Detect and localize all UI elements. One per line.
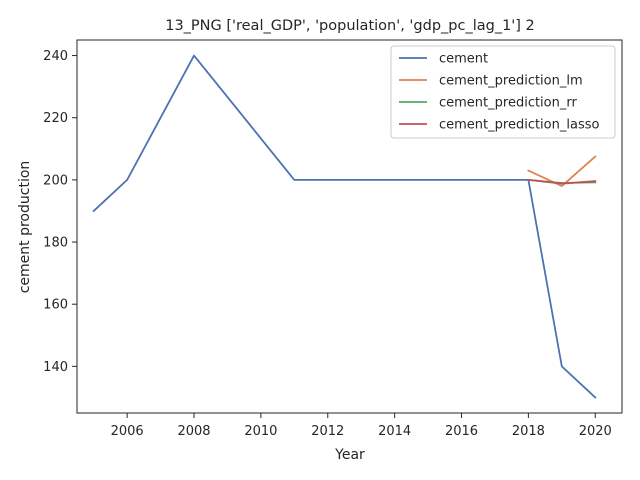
x-tick-label: 2008 bbox=[177, 424, 210, 439]
legend: cement cement_prediction_lm cement_predict… bbox=[390, 45, 616, 139]
legend-label-2: cement_prediction_lm bbox=[439, 74, 583, 89]
y-tick-label: 180 bbox=[43, 236, 68, 251]
x-tick-label: 2006 bbox=[111, 424, 144, 439]
legend-label-4: cement_prediction_lasso bbox=[439, 118, 599, 133]
series-line-1 bbox=[92, 54, 597, 399]
y-tick-label: 240 bbox=[43, 49, 68, 64]
series-layer bbox=[92, 54, 597, 399]
x-tick-label: 2016 bbox=[445, 424, 478, 439]
y-tick-label: 160 bbox=[43, 298, 68, 313]
legend-label-1: cement bbox=[439, 52, 488, 67]
x-tick-label: 2018 bbox=[512, 424, 545, 439]
series-line-4 bbox=[527, 178, 597, 185]
series-line-2 bbox=[527, 155, 597, 187]
x-tick-label: 2010 bbox=[244, 424, 277, 439]
y-tick-label: 140 bbox=[43, 360, 68, 375]
x-tick-label: 2014 bbox=[378, 424, 411, 439]
y-tick-label: 220 bbox=[43, 111, 68, 126]
y-tick-label: 200 bbox=[43, 173, 68, 188]
x-axis-title: Year bbox=[334, 447, 365, 463]
y-axis-title: cement production bbox=[17, 161, 33, 294]
chart-title: 13_PNG ['real_GDP', 'population', 'gdp_p… bbox=[165, 18, 535, 34]
x-tick-label: 2020 bbox=[579, 424, 612, 439]
legend-box bbox=[390, 45, 616, 139]
x-tick-label: 2012 bbox=[311, 424, 344, 439]
axes-frame bbox=[76, 39, 623, 414]
axes-layer: 2006 2008 2010 2012 2014 2016 2018 2020 140 160 18… bbox=[43, 39, 623, 439]
legend-label-3: cement_prediction_rr bbox=[439, 96, 577, 111]
